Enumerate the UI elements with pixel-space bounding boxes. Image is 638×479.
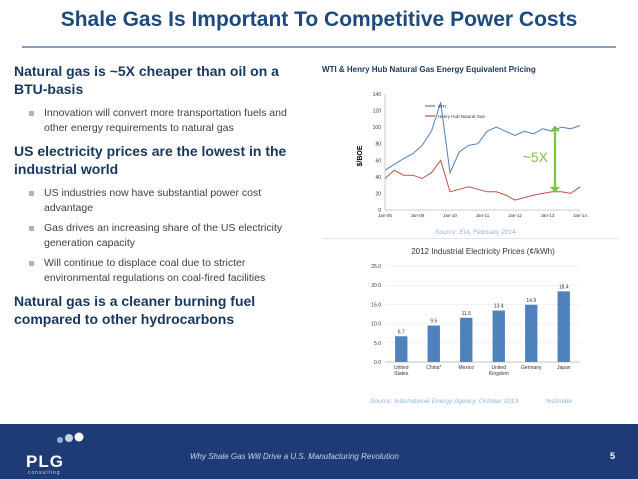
bar <box>395 336 408 362</box>
heading-cleaner-fuel: Natural gas is a cleaner burning fuel co… <box>14 293 256 327</box>
category-label: United <box>492 365 507 371</box>
bullet-list-1: Innovation will convert more transportat… <box>14 106 304 136</box>
y-tick-label: 25.0 <box>371 264 381 270</box>
x-tick-label: Jan-10 <box>443 213 457 218</box>
page-number: 5 <box>610 451 616 461</box>
bullet-item: Gas drives an increasing share of the US… <box>14 221 304 251</box>
heading-us-electricity: US electricity prices are the lowest in … <box>14 143 287 177</box>
y-tick-label: 20 <box>375 191 381 197</box>
bar <box>557 291 570 362</box>
price-line-chart: 140 120 100 80 60 40 20 0 $/BOE Jan-05 Jan-08 Jan-1… <box>357 92 587 218</box>
slide-title: Shale Gas Is Important To Competitive Po… <box>60 8 578 31</box>
logo-text: PLG <box>26 452 64 471</box>
bar-value-label: 14.9 <box>526 298 536 304</box>
chart1-source: Source: EIA, February 2014 <box>435 229 516 236</box>
category-label: Mexico <box>458 365 474 371</box>
ratio-arrow-head-bottom <box>550 186 560 193</box>
legend-label: WTI <box>438 104 446 109</box>
bullet-item: Will continue to displace coal due to st… <box>14 256 304 286</box>
x-tick-label: Jan-12 <box>508 213 522 218</box>
y-tick-label: 140 <box>373 92 382 98</box>
left-column: Natural gas is ~5X cheaper than oil on a… <box>14 62 304 328</box>
y-tick-label: 15.0 <box>371 302 381 308</box>
y-tick-label: 100 <box>373 125 382 131</box>
heading-gas-cheaper: Natural gas is ~5X cheaper than oil on a… <box>14 63 279 97</box>
category-label: Kingdom <box>489 371 509 377</box>
electricity-bar-chart: 2012 Industrial Electricity Prices (¢/kW… <box>371 247 580 377</box>
category-label: China* <box>426 365 441 371</box>
bar <box>492 310 505 362</box>
x-tick-label: Jan-11 <box>476 213 490 218</box>
bar-value-label: 18.4 <box>559 284 569 290</box>
series-line-1 <box>384 159 581 201</box>
chart1-title: WTI & Henry Hub Natural Gas Energy Equiv… <box>322 65 536 74</box>
category-label: States <box>394 371 409 377</box>
y-tick-label: 10.0 <box>371 322 381 328</box>
bullet-item: US industries now have substantial power… <box>14 186 304 216</box>
legend-label: Henry Hub Natural Gas <box>438 114 486 119</box>
bar-value-label: 6.7 <box>398 329 405 335</box>
y-tick-label: 40 <box>375 175 381 181</box>
y-tick-label: 120 <box>373 109 382 115</box>
category-label: Germany <box>521 365 542 371</box>
x-tick-label: Jan-05 <box>378 213 392 218</box>
y-tick-label: 0 <box>378 208 381 214</box>
y-tick-label: 60 <box>375 158 381 164</box>
chart2-note: *estimate <box>545 398 573 405</box>
y-tick-label: 5.0 <box>374 341 381 347</box>
y-tick-label: 20.0 <box>371 283 381 289</box>
x-tick-label: Jan-08 <box>411 213 425 218</box>
bar <box>460 317 473 362</box>
footer-bar <box>0 424 638 479</box>
footer-caption: Why Shale Gas Will Drive a U.S. Manufact… <box>190 452 399 461</box>
ratio-arrow-head-top <box>550 125 560 132</box>
bar-value-label: 9.5 <box>430 319 437 325</box>
bar <box>525 304 538 362</box>
bar-value-label: 11.5 <box>462 311 472 317</box>
bar-value-label: 13.4 <box>494 304 504 310</box>
bar <box>427 325 440 362</box>
y-tick-label: 80 <box>375 142 381 148</box>
chart2-source: Source: International Energy Agency, Oct… <box>370 398 519 405</box>
x-tick-label: Jan-14 <box>573 213 587 218</box>
plg-logo-icon <box>57 432 84 443</box>
bullet-list-2: US industries now have substantial power… <box>14 186 304 286</box>
logo-subtext: consulting <box>28 470 61 476</box>
y-axis-label: $/BOE <box>357 145 364 166</box>
x-tick-label: Jan-13 <box>541 213 555 218</box>
category-label: Japan <box>557 365 571 371</box>
ratio-annotation: ~5X <box>523 149 549 165</box>
bullet-item: Innovation will convert more transportat… <box>14 106 304 136</box>
chart-divider <box>322 238 618 239</box>
series-line-0 <box>384 102 581 175</box>
title-divider <box>22 46 616 48</box>
category-label: United <box>394 365 409 371</box>
y-tick-label: 0.0 <box>374 360 381 366</box>
chart2-title: 2012 Industrial Electricity Prices (¢/kW… <box>411 247 555 256</box>
